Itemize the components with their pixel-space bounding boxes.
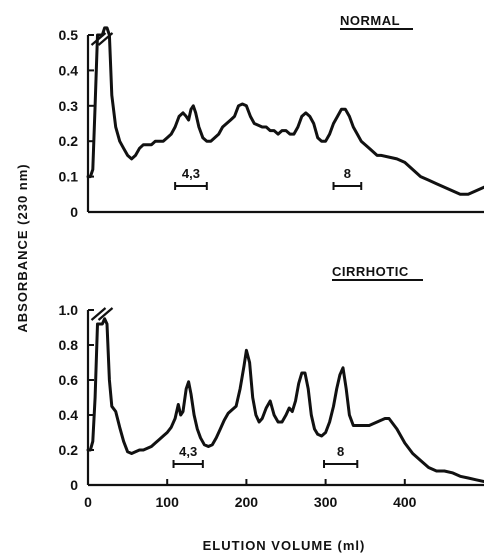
normal-elution-trace	[86, 26, 484, 196]
cirrhotic-fraction-label: 8	[337, 444, 344, 459]
cirrhotic-x-tick-label: 200	[235, 494, 259, 510]
cirrhotic-x-tick-label: 0	[84, 494, 92, 510]
normal-y-tick-label: 0.5	[59, 27, 79, 43]
cirrhotic-panel-label: CIRRHOTIC	[332, 264, 409, 279]
normal-fraction-label: 4,3	[182, 166, 200, 181]
x-axis-title: ELUTION VOLUME (ml)	[203, 538, 366, 553]
cirrhotic-fraction-label: 4,3	[179, 444, 197, 459]
cirrhotic-x-tick-label: 400	[393, 494, 417, 510]
cirrhotic-axis-break-mark	[90, 307, 107, 321]
cirrhotic-y-tick-label: 0.8	[59, 337, 79, 353]
normal-y-tick-label: 0.2	[59, 133, 79, 149]
normal-axis-break-mark	[97, 32, 114, 46]
cirrhotic-axis-break-mark	[97, 307, 114, 321]
normal-fraction-label: 8	[344, 166, 351, 181]
cirrhotic-elution-trace	[86, 317, 484, 483]
cirrhotic-panel: CIRRHOTIC 0 0.2 0.4 0.6 0.8 1.0 0 100 200 300 400 4…	[59, 264, 484, 510]
y-axis-title: ABSORBANCE (230 nm)	[15, 163, 30, 332]
cirrhotic-y-tick-label: 1.0	[59, 302, 79, 318]
cirrhotic-y-tick-label: 0.6	[59, 372, 79, 388]
normal-panel: NORMAL 0 0.1 0.2 0.3 0.4 0.5 4,3 8	[59, 13, 484, 220]
normal-y-tick-label: 0.1	[59, 169, 79, 185]
normal-y-tick-label: 0	[70, 204, 78, 220]
cirrhotic-y-tick-label: 0	[70, 477, 78, 493]
cirrhotic-x-tick-label: 300	[314, 494, 338, 510]
normal-y-tick-label: 0.3	[59, 98, 79, 114]
normal-y-tick-label: 0.4	[59, 62, 79, 78]
normal-panel-label: NORMAL	[340, 13, 400, 28]
normal-axis-break-mark	[90, 32, 107, 46]
cirrhotic-y-tick-label: 0.4	[59, 407, 79, 423]
cirrhotic-y-tick-label: 0.2	[59, 442, 79, 458]
cirrhotic-x-tick-label: 100	[156, 494, 180, 510]
